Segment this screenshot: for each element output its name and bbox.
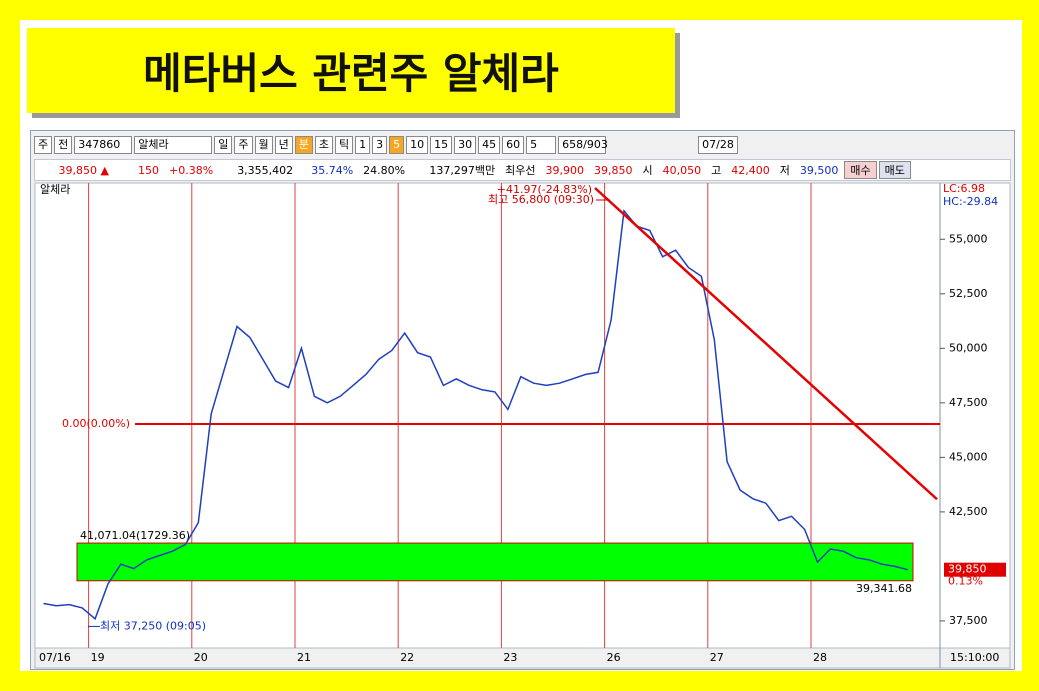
toolbar-item[interactable]: 전	[54, 136, 73, 154]
toolbar-item[interactable]: 주	[34, 136, 53, 154]
toolbar-item[interactable]: 658/903	[558, 136, 608, 154]
toolbar-item[interactable]: 45	[478, 136, 501, 154]
current-price-box	[944, 562, 1006, 577]
x-tick-label: 20	[194, 651, 208, 664]
toolbar-item[interactable]: 주	[234, 136, 253, 154]
title: 메타버스 관련주 알체라	[143, 49, 559, 98]
code-input[interactable]: 347860	[74, 136, 133, 154]
toolbar-item[interactable]: 5	[526, 136, 557, 154]
reference-label: 0.00(0.00%)	[62, 417, 130, 430]
time-label: 15:10:00	[950, 651, 999, 664]
y-tick-label: 42,500	[949, 505, 988, 518]
x-tick-label: 21	[297, 651, 311, 664]
current-change-label: 0.13%	[948, 575, 983, 588]
x-tick-label: 28	[813, 651, 827, 664]
toolbar-item[interactable]: 60	[502, 136, 525, 154]
x-tick-label: 27	[710, 651, 724, 664]
toolbar-item[interactable]: 10	[406, 136, 429, 154]
trend-label: +41.97(-24.83%)	[497, 183, 592, 196]
current-price-label: 39,850	[948, 563, 987, 576]
toolbar-item[interactable]: 틱	[335, 136, 354, 154]
quote-value: 24.80%	[363, 163, 406, 177]
toolbar-item[interactable]: 3	[372, 136, 388, 154]
open: 40,050	[662, 163, 702, 177]
y-tick-label: 45,000	[949, 450, 988, 463]
volume: 3,355,402	[237, 163, 294, 177]
series-name: 알체라	[40, 182, 70, 196]
toolbar-item[interactable]: 15	[430, 136, 453, 154]
title-banner: 메타버스 관련주 알체라	[27, 28, 675, 113]
toolbar-item[interactable]: 분	[294, 136, 313, 154]
price-line	[43, 209, 908, 621]
support-band	[76, 542, 914, 582]
amount: 137,297백만	[429, 164, 496, 177]
band-lower-label: 39,341.68	[856, 582, 912, 595]
price: 39,850 ▲	[58, 163, 109, 177]
y-tick-label: 37,500	[949, 614, 988, 627]
lc-label: LC:6.98	[943, 182, 985, 195]
y-tick-label: 47,500	[949, 396, 988, 409]
toolbar-item[interactable]: 일	[214, 136, 233, 154]
x-tick-label: 22	[400, 651, 414, 664]
toolbar-item[interactable]: 1	[355, 136, 371, 154]
x-tick-label: 26	[607, 651, 621, 664]
date-input[interactable]: 07/28	[698, 136, 738, 154]
toolbar-item[interactable]: 년	[274, 136, 293, 154]
toolbar-item[interactable]: 5	[389, 136, 405, 154]
quote-label: 고	[711, 164, 722, 177]
change-pct: +0.38%	[169, 163, 214, 177]
change: 150	[138, 163, 159, 177]
high-label: 최고 56,800 (09:30)	[488, 193, 594, 206]
high: 42,400	[731, 163, 770, 177]
name-input[interactable]: 알체라	[134, 136, 213, 154]
buy-button[interactable]: 매수	[844, 161, 877, 179]
quote-bar: 39,850 ▲ 150 +0.38% 3,355,402 35.74% 24.…	[34, 159, 1011, 181]
x-axis-area	[34, 647, 1011, 669]
low: 39,500	[799, 163, 839, 177]
x-tick-label: 07/16	[39, 651, 71, 664]
low-label: 최저 37,250 (09:05)	[100, 619, 206, 632]
quote-label: 저	[779, 164, 790, 177]
quote-label: 최우선	[505, 164, 536, 177]
quote-value: 35.74%	[311, 163, 354, 177]
trend-line	[594, 187, 938, 501]
band-upper-label: 41,071.04(1729.36)	[80, 529, 190, 542]
hc-label: HC:-29.84	[943, 195, 998, 208]
sell-button[interactable]: 매도	[878, 161, 911, 179]
ask: 39,900	[545, 163, 585, 177]
y-tick-label: 50,000	[949, 341, 988, 354]
x-tick-label: 23	[503, 651, 517, 664]
toolbar-item[interactable]: 30	[454, 136, 477, 154]
toolbar-item[interactable]: 초	[314, 136, 333, 154]
bid: 39,850	[594, 163, 633, 177]
y-tick-label: 55,000	[949, 232, 988, 245]
toolbar: 주 전 347860 알체라 일 주 월 년 분 초 틱 1 3 5 10 15…	[34, 135, 1011, 155]
y-tick-label: 52,500	[949, 287, 988, 300]
toolbar-item[interactable]: 월	[254, 136, 273, 154]
x-tick-label: 19	[91, 651, 105, 664]
quote-label: 시	[642, 164, 653, 177]
